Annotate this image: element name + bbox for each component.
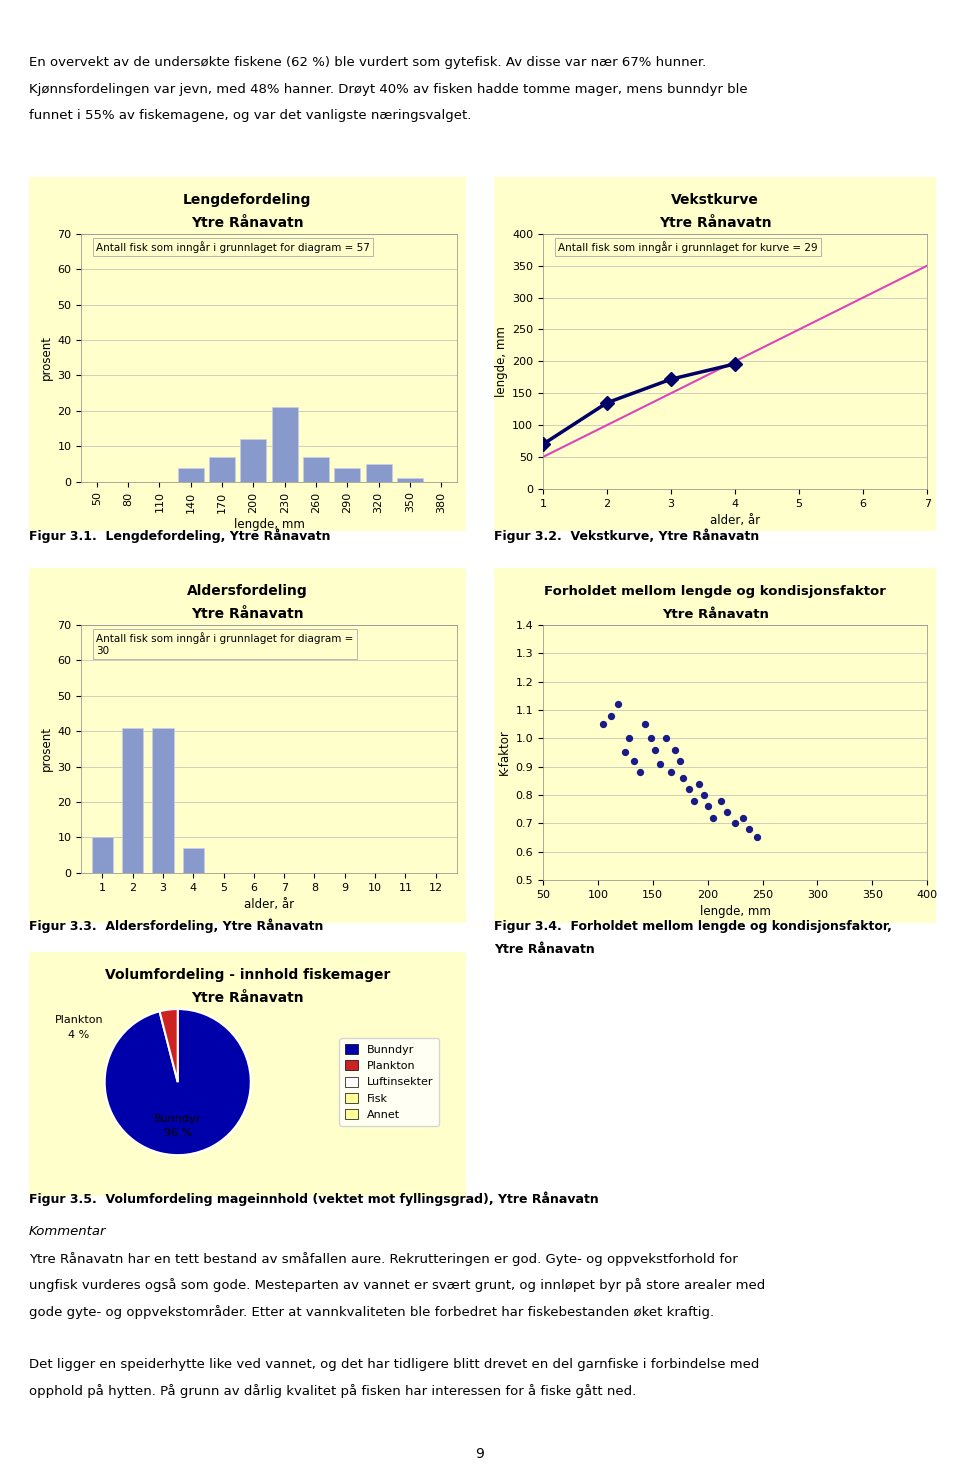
Point (617, 741, 633, 765)
Bar (334, 468, 360, 481)
Y-axis label: lengde, mm: lengde, mm (495, 326, 508, 397)
Point (637, 713, 653, 737)
Point (667, 738, 683, 762)
Text: Det ligger en speiderhytte like ved vannet, og det har tidligere blitt drevet en: Det ligger en speiderhytte like ved vann… (29, 1358, 759, 1371)
Text: Figur 3.3.  Aldersfordeling, Ytre Rånavatn: Figur 3.3. Aldersfordeling, Ytre Rånavat… (29, 918, 324, 933)
Point (697, 784, 712, 807)
Bar (182, 849, 204, 872)
Point (682, 778, 697, 801)
Text: Ytre Rånavatn: Ytre Rånavatn (191, 608, 303, 621)
Text: Lengdefordeling: Lengdefordeling (183, 193, 311, 207)
Text: gode gyte- og oppvekstområder. Etter at vannkvaliteten ble forbedret har fiskebe: gode gyte- og oppvekstområder. Etter at … (29, 1305, 714, 1318)
Text: Plankton: Plankton (55, 1015, 104, 1024)
Text: 4 %: 4 % (68, 1030, 89, 1039)
FancyBboxPatch shape (22, 171, 472, 537)
Text: Antall fisk som inngår i grunnlaget for diagram =
30: Antall fisk som inngår i grunnlaget for … (96, 632, 353, 655)
Point (627, 750, 642, 773)
Point (647, 738, 662, 762)
Text: Ytre Rånavatn: Ytre Rånavatn (494, 943, 595, 956)
Text: Ytre Rånavatn: Ytre Rånavatn (191, 217, 303, 230)
X-axis label: lengde, mm: lengde, mm (700, 905, 771, 918)
Y-axis label: prosent: prosent (40, 335, 53, 381)
Point (621, 726, 636, 750)
Bar (122, 728, 143, 872)
Point (673, 750, 688, 773)
Point (713, 788, 729, 812)
Wedge shape (105, 1010, 251, 1156)
Text: Figur 3.4.  Forholdet mellom lengde og kondisjonsfaktor,: Figur 3.4. Forholdet mellom lengde og ko… (494, 920, 892, 933)
Text: opphold på hytten. På grunn av dårlig kvalitet på fisken har interessen for å fi: opphold på hytten. På grunn av dårlig kv… (29, 1384, 636, 1398)
FancyBboxPatch shape (22, 949, 472, 1199)
FancyBboxPatch shape (488, 171, 943, 537)
Text: Kjønnsfordelingen var jevn, med 48% hanner. Drøyt 40% av fisken hadde tomme mage: Kjønnsfordelingen var jevn, med 48% hann… (29, 83, 748, 96)
Text: Ytre Rånavatn har en tett bestand av småfallen aure. Rekrutteringen er god. Gyte: Ytre Rånavatn har en tett bestand av små… (29, 1252, 737, 1265)
Legend: Bunndyr, Plankton, Luftinsekter, Fisk, Annet: Bunndyr, Plankton, Luftinsekter, Fisk, A… (340, 1039, 440, 1126)
Point (750, 825, 765, 849)
Bar (209, 458, 235, 481)
Bar (396, 478, 423, 481)
Point (742, 818, 757, 841)
Text: Volumfordeling - innhold fiskemager: Volumfordeling - innhold fiskemager (105, 968, 390, 982)
Point (659, 726, 674, 750)
Bar (153, 728, 174, 872)
Text: Forholdet mellom lengde og kondisjonsfaktor: Forholdet mellom lengde og kondisjonsfak… (544, 584, 886, 598)
Text: Vekstkurve: Vekstkurve (671, 193, 759, 207)
Bar (92, 837, 113, 872)
Text: Figur 3.1.  Lengdefordeling, Ytre Rånavatn: Figur 3.1. Lengdefordeling, Ytre Rånavat… (29, 528, 330, 543)
Text: 9: 9 (475, 1448, 485, 1461)
Text: Ytre Rånavatn: Ytre Rånavatn (661, 608, 769, 621)
Point (595, 713, 611, 737)
Point (728, 812, 743, 835)
Text: Ytre Rånavatn: Ytre Rånavatn (191, 992, 303, 1005)
Text: Figur 3.5.  Volumfordeling mageinnhold (vektet mot fyllingsgrad), Ytre Rånavatn: Figur 3.5. Volumfordeling mageinnhold (v… (29, 1191, 598, 1206)
Bar (178, 468, 204, 481)
Text: Ytre Rånavatn: Ytre Rånavatn (659, 217, 772, 230)
Point (603, 704, 618, 728)
Text: En overvekt av de undersøkte fiskene (62 %) ble vurdert som gytefisk. Av disse v: En overvekt av de undersøkte fiskene (62… (29, 56, 706, 69)
Wedge shape (159, 1010, 178, 1082)
Bar (272, 407, 298, 481)
X-axis label: lengde, mm: lengde, mm (233, 518, 304, 531)
Bar (240, 440, 267, 481)
Text: Antall fisk som inngår i grunnlaget for kurve = 29: Antall fisk som inngår i grunnlaget for … (559, 242, 818, 254)
Text: 96 %: 96 % (163, 1128, 192, 1138)
Point (691, 772, 707, 796)
Point (720, 800, 735, 824)
Bar (366, 463, 392, 481)
Point (632, 760, 647, 784)
Point (643, 726, 659, 750)
Text: Figur 3.2.  Vekstkurve, Ytre Rånavatn: Figur 3.2. Vekstkurve, Ytre Rånavatn (494, 528, 759, 543)
Text: Antall fisk som inngår i grunnlaget for diagram = 57: Antall fisk som inngår i grunnlaget for … (96, 241, 371, 254)
Y-axis label: prosent: prosent (40, 726, 53, 772)
Point (653, 751, 668, 775)
FancyBboxPatch shape (488, 562, 943, 928)
Text: ungfisk vurderes også som gode. Mesteparten av vannet er svært grunt, og innløpe: ungfisk vurderes også som gode. Mestepar… (29, 1278, 765, 1292)
Point (676, 766, 691, 790)
Point (686, 788, 702, 812)
Point (700, 794, 715, 818)
Text: Aldersfordeling: Aldersfordeling (187, 584, 307, 598)
Point (663, 760, 679, 784)
Text: Kommentar: Kommentar (29, 1225, 107, 1238)
Text: funnet i 55% av fiskemagene, og var det vanligste næringsvalget.: funnet i 55% av fiskemagene, og var det … (29, 109, 471, 123)
X-axis label: alder, år: alder, år (244, 899, 294, 911)
Point (706, 806, 721, 830)
Bar (303, 458, 329, 481)
Point (610, 692, 625, 716)
Y-axis label: K-faktor: K-faktor (498, 729, 512, 775)
Text: Bunndyr: Bunndyr (154, 1113, 202, 1123)
FancyBboxPatch shape (22, 562, 472, 928)
X-axis label: alder, år: alder, år (710, 514, 760, 527)
Point (735, 806, 751, 830)
